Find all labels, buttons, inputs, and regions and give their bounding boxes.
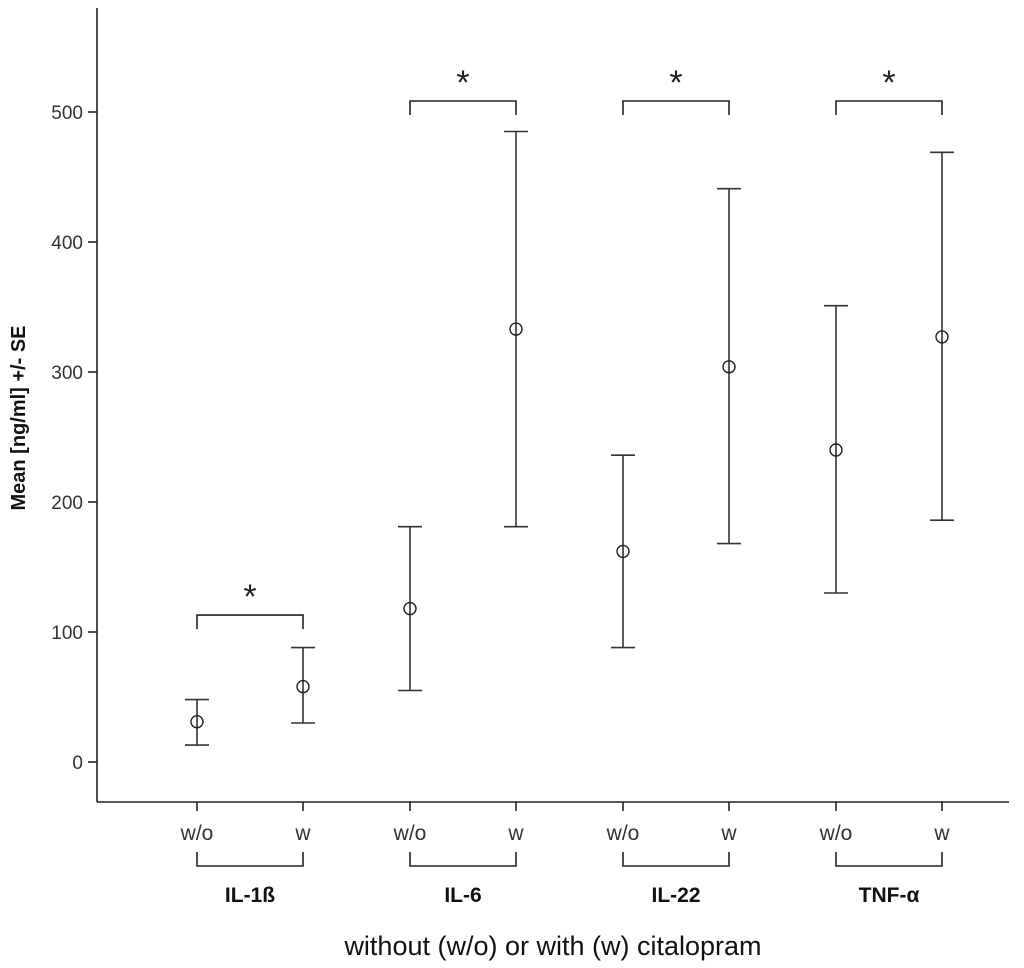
group-label: IL-6 [444, 884, 481, 907]
significance-label: * [456, 64, 469, 102]
y-ticks: 0 100 200 300 400 500 [51, 103, 97, 774]
group-label: IL-22 [651, 884, 700, 907]
group-bracket [835, 852, 943, 867]
y-tick-label: 200 [51, 493, 83, 514]
mean-point [296, 679, 310, 694]
significance-bracket [409, 100, 517, 115]
mean-point [190, 715, 204, 729]
x-axis-title: without (w/o) or with (w) citalopram [343, 931, 761, 961]
y-tick-label: 300 [51, 363, 83, 384]
significance-label: * [882, 64, 895, 102]
mean-point [403, 601, 417, 616]
y-tick-label: 100 [51, 623, 83, 644]
mean-point [935, 330, 949, 344]
condition-label: w [507, 822, 524, 845]
condition-label: w [720, 822, 737, 845]
condition-label: w/o [819, 822, 853, 845]
condition-label: w/o [606, 822, 640, 845]
condition-label: w/o [180, 822, 214, 845]
group-label: TNF-α [859, 884, 920, 907]
significance-bracket [835, 100, 943, 115]
y-tick-label: 500 [51, 103, 83, 124]
x-labels: w/o w IL-1ß w/o w IL-6 w/o w IL-22 w/o w TNF-α [180, 802, 950, 907]
y-tick-label: 0 [72, 753, 83, 774]
group-bracket [196, 852, 304, 867]
condition-label: w [294, 822, 311, 845]
mean-point [616, 544, 630, 559]
condition-label: w [933, 822, 950, 845]
group-bracket [622, 852, 730, 867]
significance-bracket [622, 100, 730, 115]
mean-point [829, 443, 843, 457]
mean-point [722, 360, 736, 374]
chart-marks: * * * * [185, 64, 954, 746]
condition-label: w/o [393, 822, 427, 845]
significance-label: * [243, 578, 256, 616]
mean-point [509, 322, 523, 336]
group-label: IL-1ß [225, 884, 275, 907]
y-tick-label: 400 [51, 233, 83, 254]
y-axis-title: Mean [ng/ml] +/- SE [8, 325, 30, 510]
significance-bracket [196, 614, 304, 630]
significance-label: * [669, 64, 682, 102]
group-bracket [409, 852, 517, 867]
